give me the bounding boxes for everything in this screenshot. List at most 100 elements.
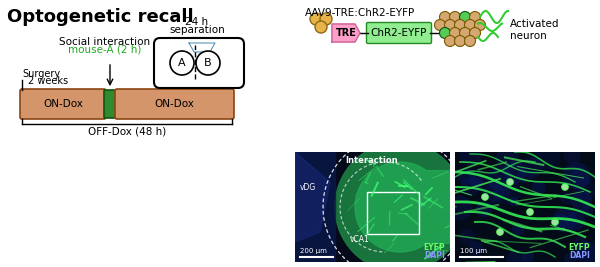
Text: EYFP: EYFP <box>424 244 445 253</box>
FancyBboxPatch shape <box>367 22 431 44</box>
Text: mouse-A (2 h): mouse-A (2 h) <box>68 44 142 54</box>
Circle shape <box>439 11 451 22</box>
Circle shape <box>532 181 545 195</box>
Circle shape <box>445 19 455 30</box>
Circle shape <box>457 168 474 184</box>
Circle shape <box>475 19 485 30</box>
Circle shape <box>551 218 559 226</box>
Circle shape <box>460 28 470 38</box>
Circle shape <box>553 214 569 230</box>
Circle shape <box>447 196 472 221</box>
Circle shape <box>469 241 483 256</box>
Polygon shape <box>295 152 330 242</box>
Text: ON-Dox: ON-Dox <box>43 99 83 109</box>
Circle shape <box>487 166 513 192</box>
Circle shape <box>572 250 583 260</box>
Polygon shape <box>332 24 360 42</box>
Circle shape <box>470 28 481 38</box>
Circle shape <box>449 28 461 38</box>
Circle shape <box>445 36 455 46</box>
Circle shape <box>497 229 503 235</box>
Circle shape <box>320 13 332 25</box>
Circle shape <box>562 183 569 190</box>
Text: 200 μm: 200 μm <box>300 248 327 254</box>
Text: 24 h: 24 h <box>185 17 209 27</box>
Circle shape <box>483 182 504 202</box>
Polygon shape <box>335 142 462 267</box>
FancyBboxPatch shape <box>154 38 244 88</box>
Text: OFF-Dox (48 h): OFF-Dox (48 h) <box>88 126 166 136</box>
Bar <box>191 37 205 43</box>
Text: 2 weeks: 2 weeks <box>28 76 68 86</box>
Circle shape <box>533 143 560 171</box>
Polygon shape <box>295 152 335 262</box>
Text: A: A <box>178 58 186 68</box>
Text: Optogenetic recall: Optogenetic recall <box>7 8 194 26</box>
Circle shape <box>506 179 514 186</box>
Circle shape <box>455 36 466 46</box>
FancyBboxPatch shape <box>115 89 234 119</box>
Circle shape <box>583 176 592 184</box>
Circle shape <box>459 229 475 245</box>
Circle shape <box>521 157 542 178</box>
Polygon shape <box>355 162 450 252</box>
Circle shape <box>571 190 592 211</box>
Text: vDG: vDG <box>300 183 316 191</box>
Text: separation: separation <box>169 25 225 35</box>
Text: DAPI: DAPI <box>424 252 445 261</box>
Circle shape <box>464 19 476 30</box>
Circle shape <box>509 197 518 206</box>
Polygon shape <box>189 43 215 52</box>
Text: Social interaction: Social interaction <box>59 37 151 47</box>
Circle shape <box>449 11 461 22</box>
Circle shape <box>494 178 521 205</box>
Circle shape <box>490 198 502 210</box>
FancyBboxPatch shape <box>20 89 106 119</box>
Circle shape <box>527 209 533 215</box>
Circle shape <box>564 147 581 164</box>
Text: Surgery: Surgery <box>22 69 60 79</box>
Circle shape <box>310 13 322 25</box>
Circle shape <box>517 167 534 184</box>
Circle shape <box>563 162 590 190</box>
Circle shape <box>552 208 577 232</box>
Text: B: B <box>204 58 212 68</box>
Circle shape <box>196 51 220 75</box>
Text: ChR2-EYFP: ChR2-EYFP <box>371 28 427 38</box>
Circle shape <box>470 11 481 22</box>
Text: DAPI: DAPI <box>569 252 590 261</box>
Circle shape <box>315 21 327 33</box>
Circle shape <box>468 169 487 189</box>
Circle shape <box>434 19 445 30</box>
Circle shape <box>461 177 479 196</box>
Circle shape <box>502 188 511 197</box>
Text: TRE: TRE <box>335 28 356 38</box>
FancyBboxPatch shape <box>104 90 117 118</box>
Text: AAV9-TRE:ChR2-EYFP: AAV9-TRE:ChR2-EYFP <box>305 8 415 18</box>
Circle shape <box>439 28 451 38</box>
Circle shape <box>512 223 524 235</box>
Text: vCA1: vCA1 <box>350 235 370 245</box>
Circle shape <box>581 205 593 217</box>
Circle shape <box>560 191 573 204</box>
Circle shape <box>460 144 482 166</box>
Text: ON-Dox: ON-Dox <box>154 99 194 109</box>
Circle shape <box>482 194 488 201</box>
Circle shape <box>455 19 466 30</box>
Circle shape <box>572 180 595 203</box>
Circle shape <box>476 201 493 217</box>
Circle shape <box>460 11 470 22</box>
Circle shape <box>573 236 588 251</box>
Circle shape <box>170 51 194 75</box>
Circle shape <box>564 253 577 265</box>
Text: EYFP: EYFP <box>568 244 590 253</box>
Text: Activated
neuron: Activated neuron <box>510 19 560 41</box>
Text: 100 μm: 100 μm <box>460 248 487 254</box>
Circle shape <box>470 174 483 187</box>
Circle shape <box>496 146 519 169</box>
Circle shape <box>470 178 484 191</box>
Circle shape <box>571 167 587 183</box>
Text: Interaction: Interaction <box>346 156 398 165</box>
Circle shape <box>576 241 598 263</box>
Circle shape <box>503 161 526 184</box>
